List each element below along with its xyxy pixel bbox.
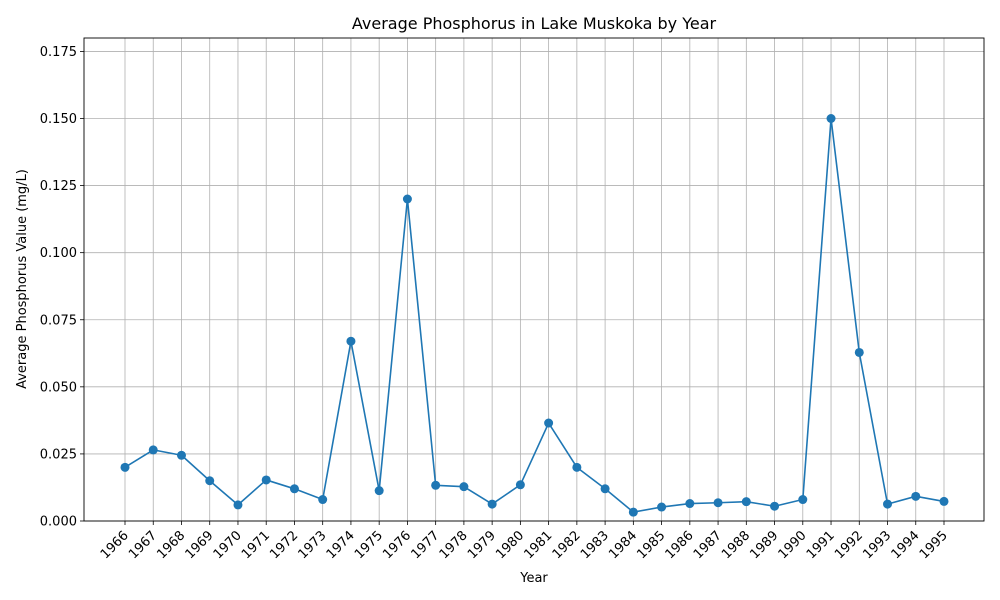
data-point [544, 418, 554, 428]
data-point [205, 476, 215, 486]
data-point [233, 500, 243, 510]
data-point [261, 475, 271, 485]
y-axis-label: Average Phosphorus Value (mg/L) [15, 169, 30, 389]
data-point [685, 499, 695, 509]
data-point [148, 445, 158, 455]
data-point [826, 114, 836, 123]
x-axis-label: Year [519, 571, 548, 586]
data-point [770, 501, 780, 511]
data-point [289, 484, 299, 494]
y-tick-label: 0.000 [40, 515, 77, 530]
series [120, 114, 949, 517]
series-line [124, 117, 945, 513]
data-point [572, 462, 582, 472]
data-point [741, 497, 751, 507]
data-point [854, 347, 864, 357]
data-point [176, 450, 186, 460]
data-point [431, 480, 441, 490]
data-point [911, 491, 921, 501]
y-tick-label: 0.150 [40, 112, 77, 127]
y-tick-label: 0.075 [40, 313, 77, 328]
y-tick-label: 0.175 [40, 45, 77, 60]
chart-title: Average Phosphorus in Lake Muskoka by Ye… [352, 14, 717, 33]
data-point [402, 194, 412, 204]
axes-frame [83, 37, 985, 522]
data-point [798, 495, 808, 505]
data-point [374, 486, 384, 496]
data-point [318, 495, 328, 505]
data-point [346, 336, 356, 346]
data-point [883, 499, 893, 509]
y-tick-label: 0.125 [40, 179, 77, 194]
data-point [939, 496, 949, 506]
y-tick-label: 0.100 [40, 246, 77, 261]
data-point [657, 502, 667, 512]
data-point [120, 462, 130, 472]
y-tick-label: 0.025 [40, 447, 77, 462]
data-point [600, 484, 610, 494]
data-point [713, 498, 723, 508]
y-tick-label: 0.050 [40, 380, 77, 395]
data-point [515, 480, 525, 490]
data-point [628, 507, 638, 517]
data-point [487, 499, 497, 509]
plot-frame [83, 37, 985, 522]
data-point [459, 482, 469, 492]
